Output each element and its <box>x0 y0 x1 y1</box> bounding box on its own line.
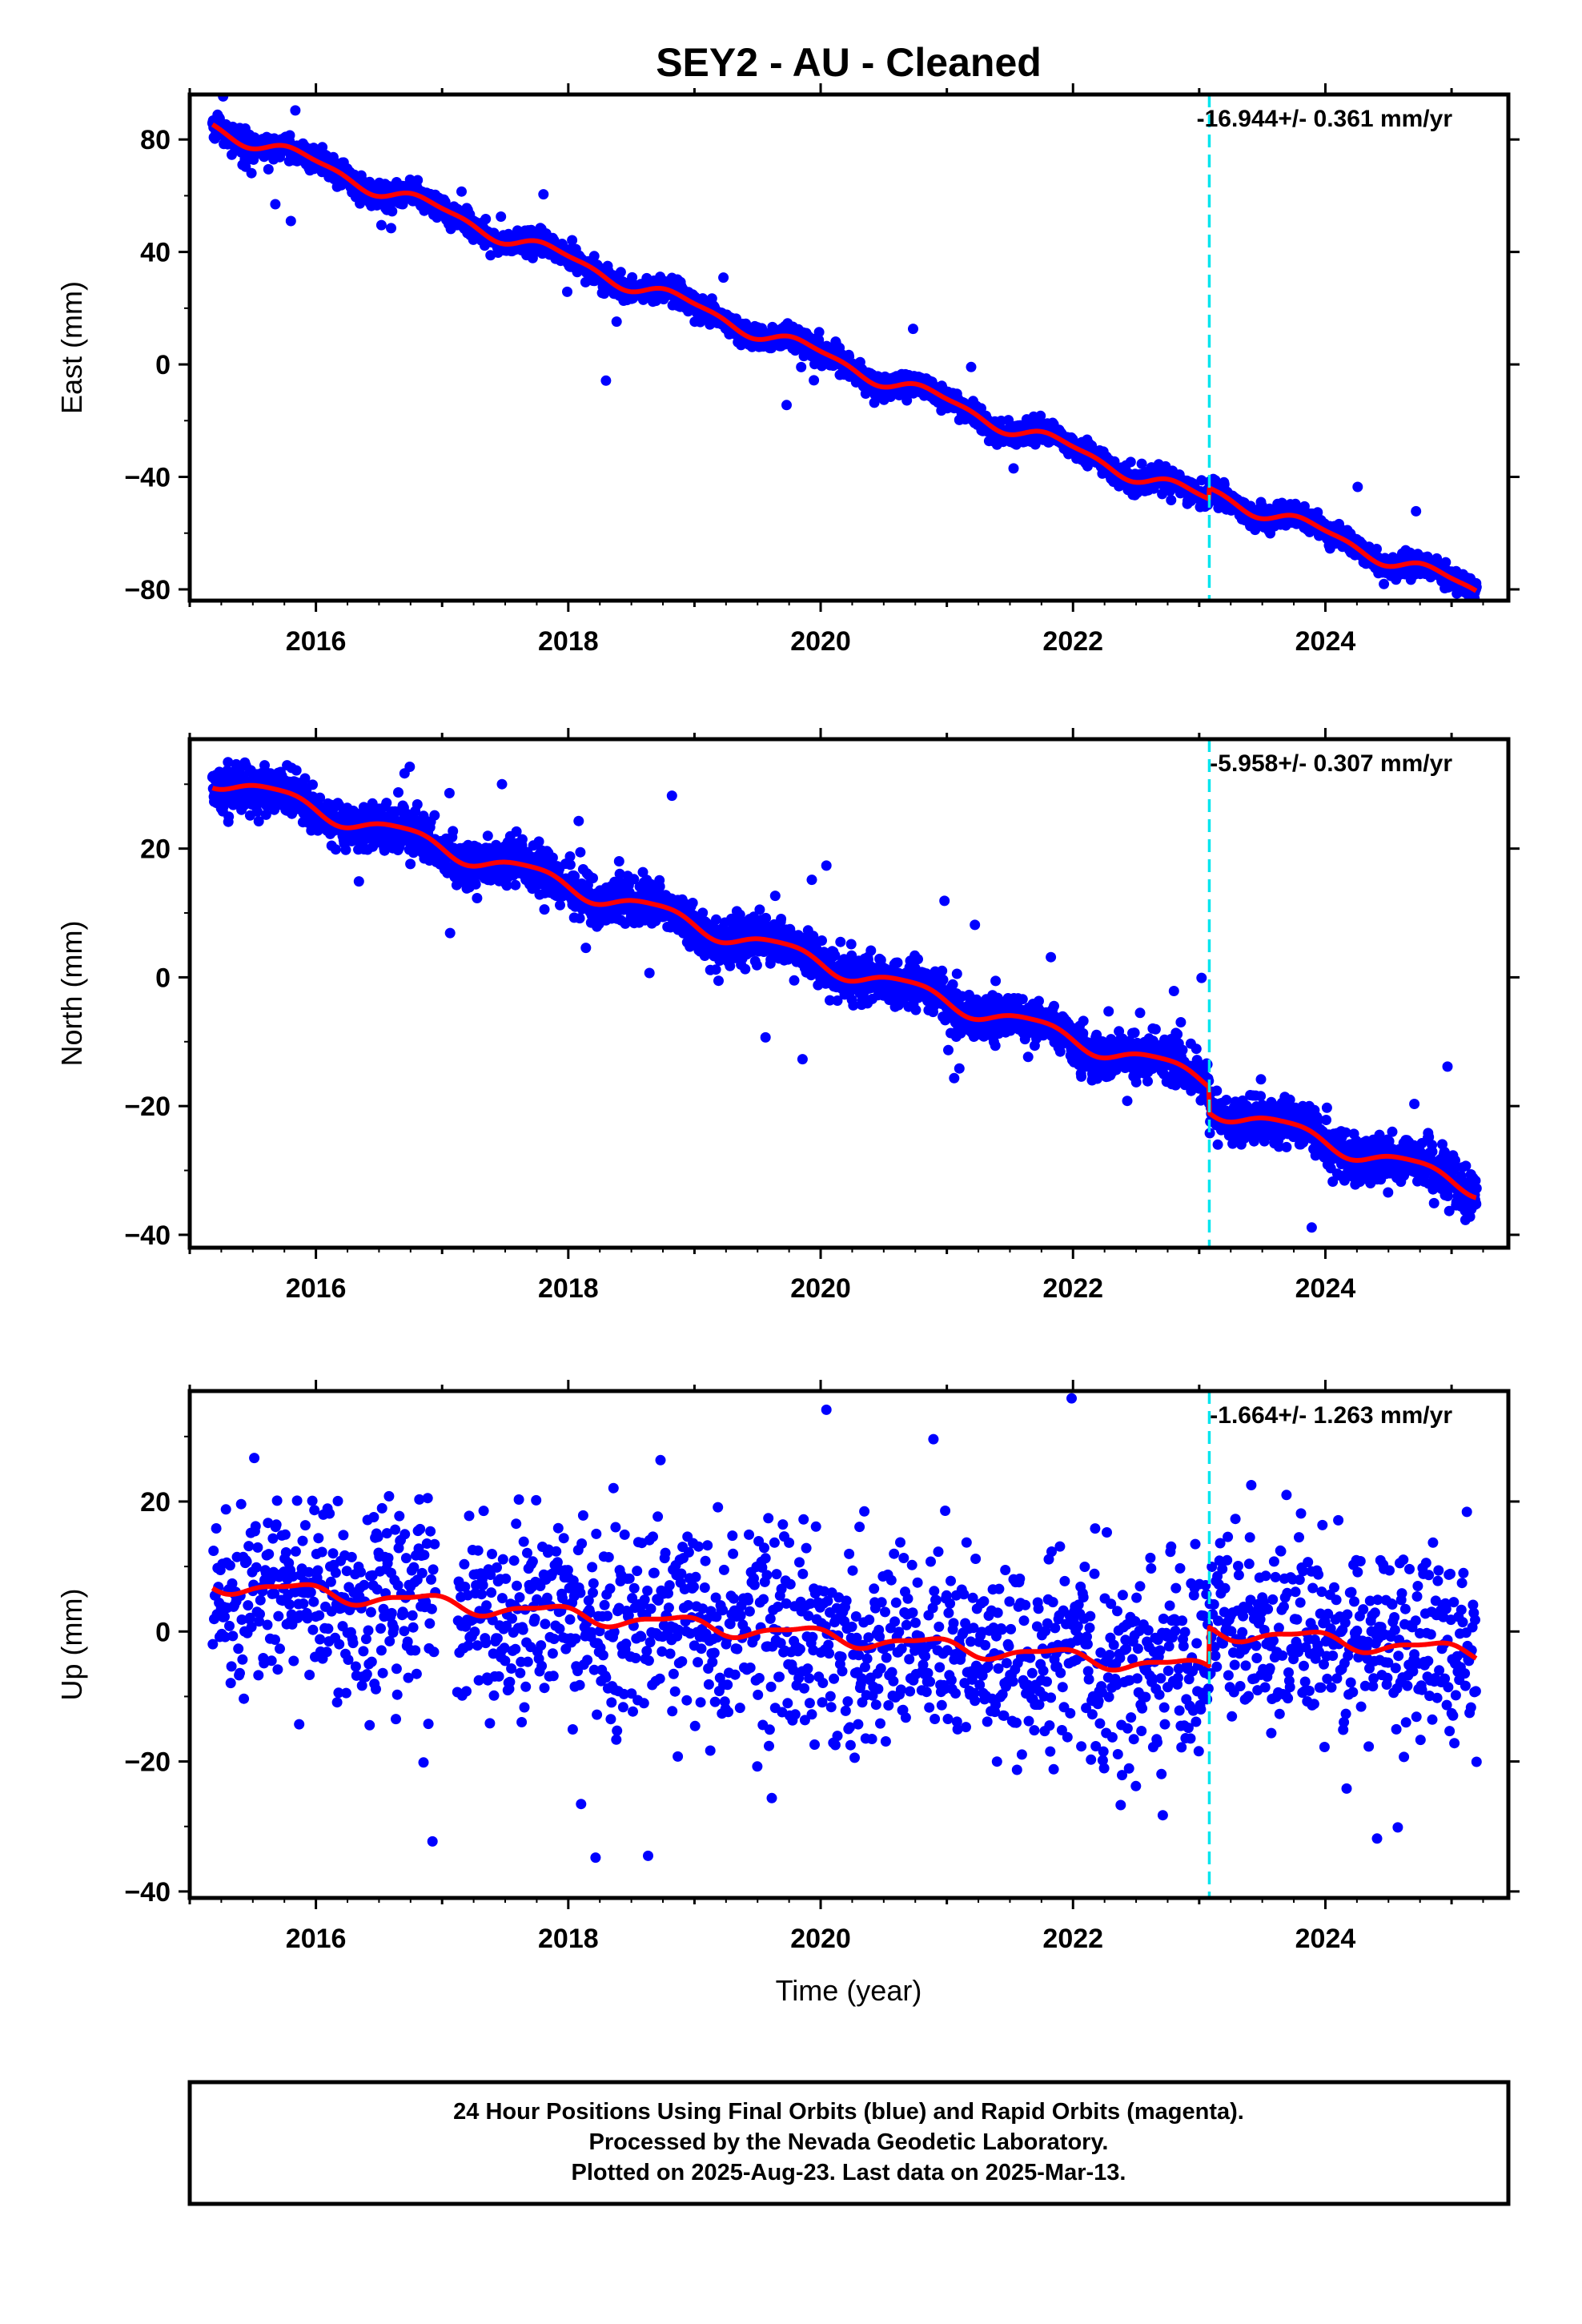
east-position-point <box>538 189 549 200</box>
east-y-tick-label: −40 <box>124 463 171 493</box>
east-position-point <box>781 400 792 411</box>
north-position-point <box>574 913 585 924</box>
north-position-point <box>340 844 351 855</box>
east-position-point <box>496 211 507 222</box>
north-position-point <box>580 943 592 954</box>
east-position-point <box>908 324 918 335</box>
north-position-point <box>448 826 459 837</box>
east-position-point <box>480 214 492 224</box>
east-position-point <box>562 286 572 297</box>
north-data-layer <box>207 706 1482 1233</box>
figure-title: SEY2 - AU - Cleaned <box>656 40 1042 85</box>
east-position-point <box>1358 613 1368 624</box>
east-panel: 2016 2018 2020 2022 2024 80 40 0 −40 −80 East (mm)… <box>55 83 1520 657</box>
east-y-tick-label: −80 <box>124 575 171 605</box>
east-position-point <box>270 199 281 210</box>
east-position-point <box>456 186 467 197</box>
north-position-point <box>429 810 440 821</box>
east-position-point <box>412 175 424 186</box>
east-position-point <box>375 219 387 231</box>
east-position-point <box>588 251 600 262</box>
north-position-point <box>404 762 416 772</box>
north-position-point <box>533 836 544 847</box>
north-position-point <box>613 856 624 866</box>
north-position-point <box>381 798 392 809</box>
east-x-tick-label: 2018 <box>538 626 599 657</box>
north-position-point <box>211 706 221 716</box>
north-position-point <box>353 876 364 887</box>
north-position-point <box>412 799 423 810</box>
north-position-point <box>573 815 584 826</box>
north-position-point <box>444 787 455 798</box>
north-position-point <box>539 904 550 915</box>
east-position-points <box>207 94 1482 624</box>
east-position-point <box>290 105 301 116</box>
north-position-point <box>482 830 493 842</box>
north-position-point <box>564 859 576 870</box>
north-position-point <box>405 858 416 870</box>
north-position-point <box>444 927 456 939</box>
east-position-point <box>718 272 729 283</box>
east-position-point <box>813 327 825 338</box>
east-position-point <box>1166 495 1177 505</box>
east-y-tick-label: 40 <box>140 238 171 268</box>
east-position-point <box>809 375 820 386</box>
east-y-axis-label: East (mm) <box>55 281 88 414</box>
east-position-point <box>263 163 274 175</box>
north-position-point <box>516 834 528 845</box>
north-position-point <box>393 787 404 798</box>
east-position-point <box>284 130 295 141</box>
east-x-tick-label: 2022 <box>1042 626 1103 657</box>
east-position-point <box>1125 456 1136 468</box>
north-position-point <box>555 899 565 911</box>
east-position-point <box>285 215 296 227</box>
east-y-tick-label: 0 <box>155 350 171 380</box>
east-position-point <box>386 223 396 234</box>
east-x-tick-label: 2024 <box>1295 626 1356 657</box>
east-position-point <box>615 267 626 278</box>
north-position-point <box>223 811 235 822</box>
east-position-point <box>1008 463 1019 474</box>
east-position-point <box>600 375 612 386</box>
north-position-point <box>307 779 318 790</box>
north-position-point <box>472 893 483 903</box>
east-position-point <box>611 316 622 328</box>
north-position-point <box>496 778 508 790</box>
east-position-point <box>599 288 610 300</box>
north-position-points <box>207 706 1482 1233</box>
north-position-point <box>588 873 598 883</box>
east-data-layer <box>207 94 1482 624</box>
east-position-point <box>1379 578 1390 589</box>
east-y-tick-label: 80 <box>140 125 171 155</box>
east-position-point <box>1352 481 1363 493</box>
east-x-tick-label: 2016 <box>286 626 347 657</box>
east-x-tick-label: 2020 <box>790 626 851 657</box>
north-position-point <box>330 844 341 855</box>
north-position-point <box>510 879 521 891</box>
east-position-point <box>1411 505 1422 517</box>
north-position-point <box>470 879 481 890</box>
east-position-point <box>567 235 578 246</box>
east-position-point <box>246 167 257 179</box>
east-position-point <box>387 206 398 217</box>
north-position-point <box>575 846 586 858</box>
east-velocity-label: -16.944+/- 0.361 mm/yr <box>1197 106 1453 132</box>
east-position-point <box>966 361 977 372</box>
east-position-point <box>796 361 807 372</box>
north-position-point <box>291 765 302 776</box>
